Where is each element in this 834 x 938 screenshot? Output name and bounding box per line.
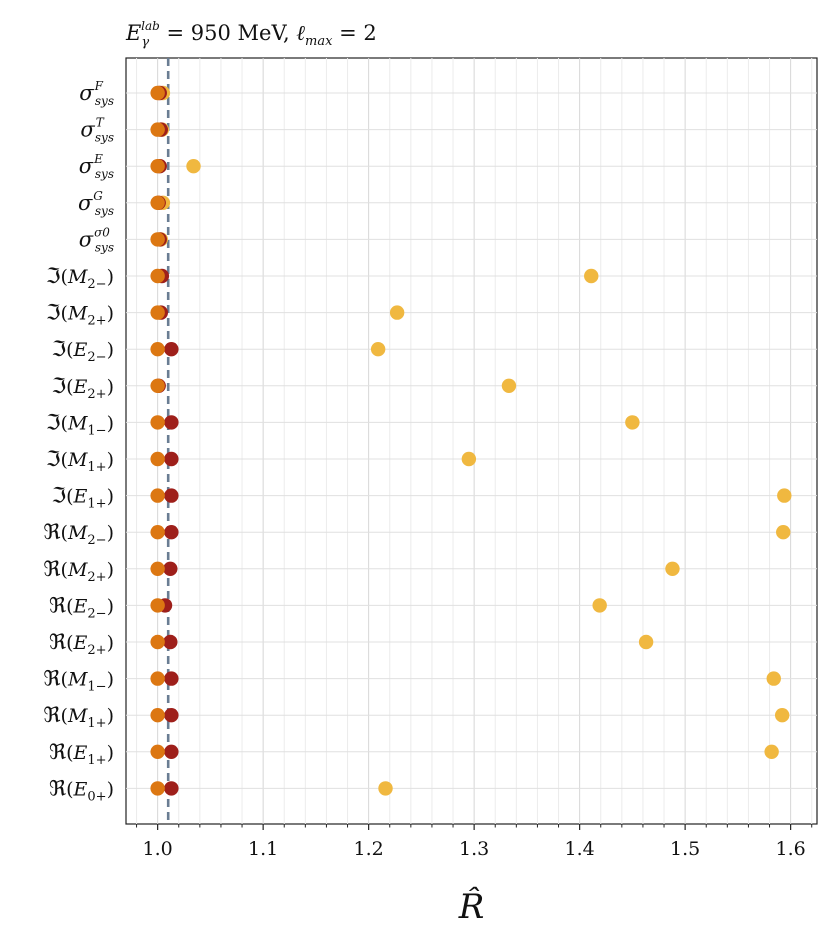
data-point: [150, 232, 165, 247]
data-point: [150, 195, 165, 210]
data-point: [766, 671, 781, 686]
grid: [126, 58, 817, 824]
category-label: ℑ(E2−): [51, 337, 114, 365]
data-point: [461, 451, 477, 467]
data-point: [150, 671, 165, 686]
data-point: [584, 268, 599, 284]
x-tick-label: 1.6: [776, 838, 806, 860]
data-point: [370, 342, 386, 357]
x-tick-label: 1.0: [143, 838, 173, 860]
data-point: [163, 561, 178, 576]
x-tick-label: 1.3: [459, 838, 489, 860]
chart-title-text: Eγlab = 950 MeV, ℓmax = 2: [125, 19, 377, 50]
data-point: [638, 634, 654, 650]
category-label: σG sys: [78, 189, 114, 218]
category-label: ℑ(E1+): [51, 484, 114, 512]
data-point: [150, 708, 165, 723]
data-point: [150, 268, 165, 284]
data-point: [186, 159, 201, 174]
category-label: σT sys: [80, 116, 114, 145]
data-point: [164, 488, 179, 503]
data-point: [164, 671, 179, 686]
data-point: [378, 781, 393, 796]
data-point: [150, 525, 165, 540]
data-points: [150, 85, 792, 796]
data-point: [150, 488, 165, 503]
data-point: [164, 744, 179, 759]
data-point: [150, 634, 165, 650]
data-point: [625, 415, 640, 430]
data-point: [665, 561, 680, 576]
data-point: [150, 342, 165, 357]
data-point: [150, 159, 165, 174]
data-point: [150, 451, 165, 467]
data-point: [164, 415, 179, 430]
plot-frame: [125, 57, 818, 825]
data-point: [150, 561, 165, 576]
data-point: [163, 634, 178, 650]
x-axis-title-text: R̂: [458, 886, 485, 927]
data-point: [164, 451, 179, 467]
category-label: ℜ(M1−): [43, 667, 114, 695]
data-point: [164, 342, 179, 357]
x-tick-label: 1.5: [670, 838, 700, 860]
chart-title: Eγlab = 950 MeV, ℓmax = 2: [125, 19, 377, 50]
data-point: [164, 781, 179, 796]
x-axis-ticks: 1.0 1.1 1.2 1.3 1.4 1.5 1.6: [136, 824, 813, 860]
data-point: [764, 744, 779, 759]
category-label: σE sys: [79, 152, 114, 181]
category-label: ℜ(E1+): [49, 740, 114, 768]
data-point: [150, 122, 165, 137]
data-point: [776, 525, 791, 540]
category-label: ℜ(M2−): [43, 520, 114, 548]
category-label: ℜ(M2+): [43, 557, 114, 585]
category-label: ℑ(M1−): [46, 410, 114, 438]
data-point: [592, 598, 607, 613]
data-point: [150, 305, 165, 320]
data-point: [150, 415, 165, 430]
category-label: ℜ(E0+): [49, 776, 114, 804]
data-point: [150, 85, 165, 101]
data-point: [501, 378, 517, 393]
data-point: [164, 708, 179, 723]
data-point: [774, 708, 790, 723]
data-point: [150, 378, 165, 393]
data-point: [777, 488, 792, 503]
x-axis-title: R̂: [458, 886, 485, 927]
category-label: ℑ(M1+): [46, 447, 114, 475]
x-tick-label: 1.4: [565, 838, 595, 860]
x-tick-label: 1.2: [354, 838, 384, 860]
category-label: σF sys: [79, 79, 114, 108]
category-label: σσ0 sys: [79, 225, 114, 254]
category-label: ℜ(E2+): [49, 630, 114, 658]
x-tick-label: 1.1: [248, 838, 278, 860]
data-point: [150, 744, 165, 759]
data-point: [164, 525, 179, 540]
y-axis-labels: σF sys σT sys σE sys σG sys σσ0 sys ℑ(M2−) ℑ(M2+) ℑ(…: [43, 79, 114, 804]
data-point: [150, 598, 165, 613]
category-label: ℑ(E2+): [51, 374, 114, 402]
category-label: ℑ(M2+): [46, 301, 114, 329]
category-label: ℜ(E2−): [49, 593, 114, 621]
data-point: [150, 781, 165, 796]
data-point: [389, 305, 405, 320]
category-label: ℜ(M1+): [43, 703, 114, 731]
category-label: ℑ(M2−): [46, 264, 114, 292]
